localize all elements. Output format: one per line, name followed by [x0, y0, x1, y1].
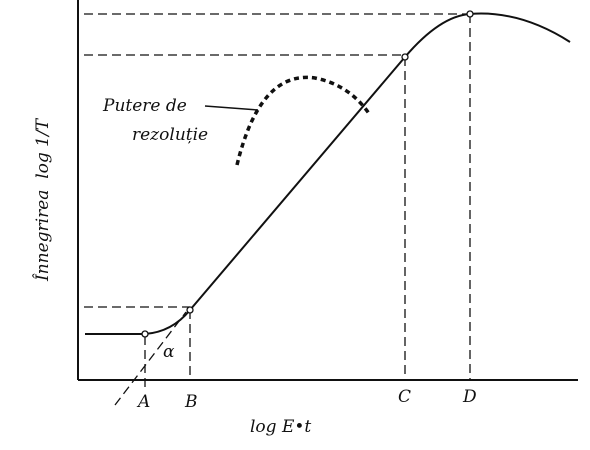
angle-label: α — [163, 342, 175, 362]
leader-line — [204, 105, 259, 111]
point-label: D — [462, 387, 477, 407]
x-axis-label: log E•t — [250, 417, 311, 437]
characteristic-curve — [85, 12, 571, 335]
point-label: B — [184, 392, 198, 412]
point-label: A — [136, 392, 150, 412]
annotation: Putere de — [102, 96, 187, 116]
y-axis-label: Înnegrirea log 1/T — [32, 117, 53, 282]
resolution-curve — [235, 75, 372, 166]
annotation: rezoluție — [132, 125, 208, 145]
points — [141, 10, 474, 338]
guide-lines — [84, 13, 471, 406]
point-label: C — [398, 387, 411, 407]
